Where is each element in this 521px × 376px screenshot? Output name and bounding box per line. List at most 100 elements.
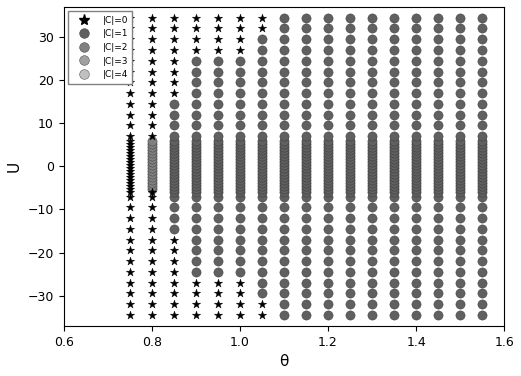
- Point: [368, 79, 376, 85]
- Point: [434, 101, 442, 107]
- Point: [147, 153, 156, 159]
- Point: [390, 280, 398, 286]
- Point: [169, 312, 178, 318]
- Point: [456, 153, 464, 159]
- Point: [346, 68, 354, 74]
- Point: [169, 26, 178, 32]
- Point: [390, 112, 398, 118]
- Point: [346, 156, 354, 162]
- Point: [235, 258, 244, 264]
- Point: [302, 215, 310, 221]
- Point: [324, 138, 332, 144]
- Point: [412, 112, 420, 118]
- Point: [456, 123, 464, 129]
- Point: [302, 194, 310, 200]
- Point: [235, 156, 244, 162]
- Point: [235, 101, 244, 107]
- Point: [390, 147, 398, 153]
- Point: [390, 301, 398, 307]
- Point: [192, 165, 200, 171]
- Point: [147, 36, 156, 42]
- Point: [412, 68, 420, 74]
- Point: [302, 79, 310, 85]
- Point: [390, 312, 398, 318]
- Point: [390, 258, 398, 264]
- Point: [456, 237, 464, 243]
- Point: [390, 194, 398, 200]
- Point: [434, 194, 442, 200]
- Point: [147, 174, 156, 180]
- Point: [126, 79, 134, 85]
- Point: [258, 171, 266, 177]
- Point: [280, 180, 288, 186]
- Point: [390, 26, 398, 32]
- Point: [368, 183, 376, 189]
- Point: [258, 180, 266, 186]
- Point: [192, 312, 200, 318]
- Point: [456, 183, 464, 189]
- Point: [147, 171, 156, 177]
- Point: [302, 150, 310, 156]
- Point: [235, 226, 244, 232]
- Point: [412, 153, 420, 159]
- Point: [258, 204, 266, 210]
- Point: [147, 258, 156, 264]
- Point: [147, 15, 156, 21]
- Point: [280, 47, 288, 53]
- Point: [214, 189, 222, 195]
- Point: [324, 36, 332, 42]
- Point: [214, 101, 222, 107]
- Point: [192, 189, 200, 195]
- Point: [368, 58, 376, 64]
- Point: [324, 90, 332, 96]
- Point: [390, 168, 398, 174]
- Point: [235, 15, 244, 21]
- Point: [302, 269, 310, 275]
- Point: [235, 165, 244, 171]
- Point: [235, 68, 244, 74]
- Point: [192, 144, 200, 150]
- Point: [235, 301, 244, 307]
- Point: [169, 215, 178, 221]
- Point: [412, 144, 420, 150]
- Point: [169, 247, 178, 253]
- Point: [126, 168, 134, 174]
- Point: [235, 180, 244, 186]
- Point: [214, 150, 222, 156]
- Point: [280, 15, 288, 21]
- Point: [434, 26, 442, 32]
- Point: [368, 237, 376, 243]
- Point: [390, 141, 398, 147]
- Point: [478, 226, 486, 232]
- Point: [169, 237, 178, 243]
- Point: [434, 168, 442, 174]
- Point: [346, 312, 354, 318]
- Point: [324, 247, 332, 253]
- Point: [412, 194, 420, 200]
- Point: [280, 215, 288, 221]
- Point: [147, 47, 156, 53]
- Point: [280, 138, 288, 144]
- Point: [126, 180, 134, 186]
- Point: [412, 177, 420, 183]
- Point: [434, 215, 442, 221]
- Point: [346, 180, 354, 186]
- Point: [258, 47, 266, 53]
- Point: [478, 269, 486, 275]
- Point: [126, 301, 134, 307]
- Point: [302, 237, 310, 243]
- Point: [126, 68, 134, 74]
- Point: [258, 68, 266, 74]
- Point: [456, 177, 464, 183]
- Point: [324, 269, 332, 275]
- Point: [390, 15, 398, 21]
- Point: [258, 144, 266, 150]
- Point: [390, 144, 398, 150]
- Point: [324, 183, 332, 189]
- Point: [192, 162, 200, 168]
- Point: [147, 269, 156, 275]
- Point: [235, 47, 244, 53]
- Point: [346, 168, 354, 174]
- Point: [258, 215, 266, 221]
- Point: [302, 68, 310, 74]
